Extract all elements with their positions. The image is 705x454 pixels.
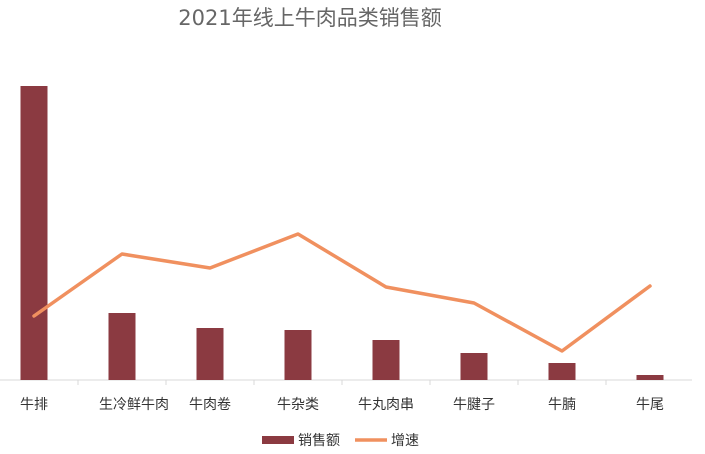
bar bbox=[196, 328, 224, 380]
x-tick-label: 牛腩 bbox=[548, 397, 576, 413]
line bbox=[32, 232, 652, 353]
x-tick-label: 牛排 bbox=[20, 397, 48, 413]
bar bbox=[372, 340, 400, 380]
bar bbox=[20, 86, 48, 380]
x-tick-label: 牛尾 bbox=[636, 397, 664, 413]
bar bbox=[636, 375, 664, 380]
bar bbox=[548, 363, 576, 380]
x-tick-label: 牛杂类 bbox=[277, 397, 319, 413]
bar bbox=[460, 353, 488, 380]
x-tick-label: 牛肉卷 bbox=[189, 397, 231, 413]
bar bbox=[284, 330, 312, 380]
x-tick-label: 生冷鲜牛肉 bbox=[99, 397, 169, 413]
legend-label: 销售额 bbox=[298, 433, 340, 449]
legend-label: 增速 bbox=[391, 433, 419, 449]
x-tick-label: 牛丸肉串 bbox=[358, 397, 414, 413]
legend-swatch bbox=[262, 436, 294, 444]
chart-title: 2021年线上牛肉品类销售额 bbox=[178, 6, 441, 30]
x-tick-label: 牛腱子 bbox=[453, 397, 495, 413]
bar bbox=[108, 313, 136, 380]
